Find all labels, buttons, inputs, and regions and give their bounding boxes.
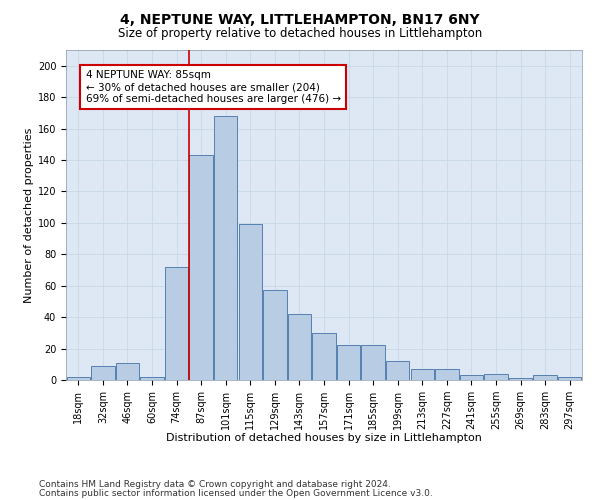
Bar bbox=[435, 369, 458, 380]
Bar bbox=[288, 314, 311, 380]
Bar bbox=[239, 224, 262, 380]
Bar bbox=[263, 290, 287, 380]
Y-axis label: Number of detached properties: Number of detached properties bbox=[23, 128, 34, 302]
Text: Contains HM Land Registry data © Crown copyright and database right 2024.: Contains HM Land Registry data © Crown c… bbox=[39, 480, 391, 489]
Bar bbox=[214, 116, 238, 380]
Bar bbox=[533, 376, 557, 380]
Text: Contains public sector information licensed under the Open Government Licence v3: Contains public sector information licen… bbox=[39, 489, 433, 498]
Bar bbox=[116, 362, 139, 380]
Bar bbox=[140, 377, 164, 380]
Text: 4, NEPTUNE WAY, LITTLEHAMPTON, BN17 6NY: 4, NEPTUNE WAY, LITTLEHAMPTON, BN17 6NY bbox=[120, 12, 480, 26]
Bar bbox=[484, 374, 508, 380]
Bar bbox=[386, 361, 409, 380]
Bar bbox=[165, 267, 188, 380]
Bar bbox=[91, 366, 115, 380]
Bar bbox=[460, 376, 483, 380]
Bar bbox=[67, 377, 90, 380]
Bar bbox=[313, 333, 335, 380]
X-axis label: Distribution of detached houses by size in Littlehampton: Distribution of detached houses by size … bbox=[166, 434, 482, 444]
Text: Size of property relative to detached houses in Littlehampton: Size of property relative to detached ho… bbox=[118, 28, 482, 40]
Bar bbox=[410, 369, 434, 380]
Bar bbox=[337, 346, 360, 380]
Bar bbox=[361, 346, 385, 380]
Bar bbox=[509, 378, 532, 380]
Text: 4 NEPTUNE WAY: 85sqm
← 30% of detached houses are smaller (204)
69% of semi-deta: 4 NEPTUNE WAY: 85sqm ← 30% of detached h… bbox=[86, 70, 341, 104]
Bar bbox=[190, 156, 213, 380]
Bar bbox=[558, 377, 581, 380]
